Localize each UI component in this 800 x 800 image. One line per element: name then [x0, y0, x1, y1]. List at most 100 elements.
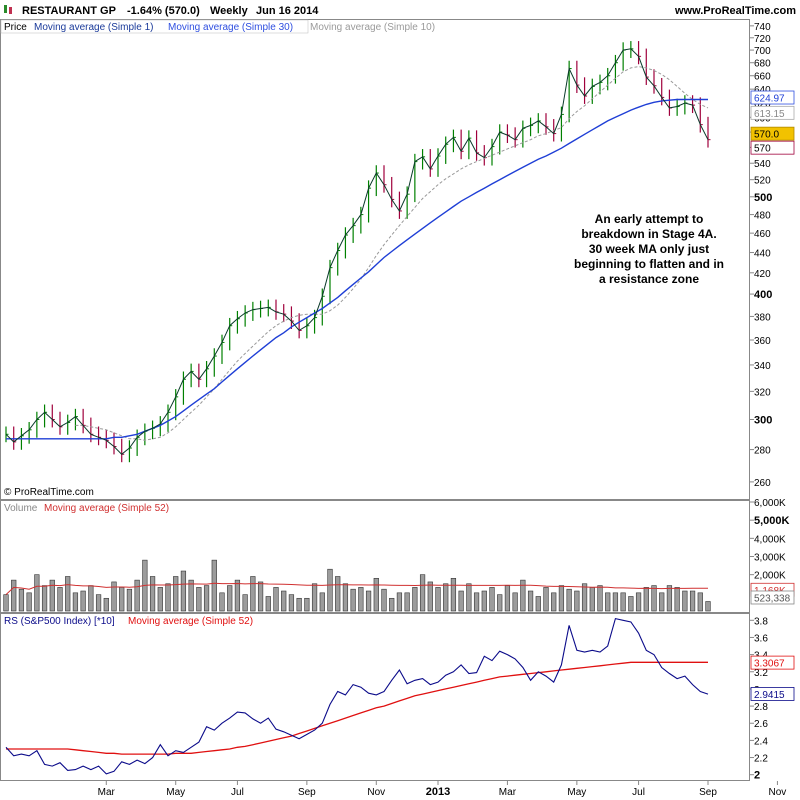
annotation-line-1: An early attempt to — [595, 212, 704, 226]
price-legend: Price Moving average (Simple 1) Moving a… — [0, 19, 435, 34]
volume-bar — [173, 576, 179, 612]
volume-bar — [458, 590, 464, 612]
price-tick-label: 300 — [754, 415, 772, 427]
volume-bar — [581, 583, 588, 612]
volume-bar — [481, 590, 487, 612]
volume-bar — [520, 579, 526, 612]
x-axis-label: May — [166, 787, 185, 798]
candle-icon-2 — [9, 7, 12, 14]
volume-bar — [473, 592, 480, 612]
volume-bar — [126, 588, 133, 612]
price-tick-label: 380 — [754, 312, 771, 323]
x-axis-label: Nov — [769, 787, 787, 798]
rs-panel-frame — [0, 613, 750, 781]
volume-bar — [165, 583, 171, 612]
volume-tick-label: 4,000K — [754, 534, 786, 545]
volume-bar — [88, 585, 94, 612]
volume-bar — [535, 596, 541, 612]
rs-line — [5, 617, 709, 775]
volume-bar — [682, 590, 688, 612]
price-tick-label: 360 — [754, 336, 771, 347]
rs-legend: RS (S&P500 Index) [*10] Moving average (… — [4, 616, 253, 627]
annotation-line-5: a resistance zone — [599, 272, 699, 286]
volume-bar — [551, 592, 557, 612]
volume-bar — [628, 596, 634, 612]
volume-bar — [659, 592, 665, 612]
volume-bar — [49, 579, 55, 612]
volume-bar — [412, 587, 418, 612]
volume-bar — [188, 579, 194, 612]
volume-bar — [705, 601, 711, 612]
volume-bar — [41, 585, 48, 612]
price-tick-label: 700 — [754, 46, 771, 57]
price-tick-label: 400 — [754, 289, 772, 301]
header-site: www.ProRealTime.com — [674, 5, 796, 17]
badge-rs-ma: 3.3067 — [754, 659, 785, 670]
volume-bar — [3, 594, 9, 612]
annotation-line-4: beginning to flatten and in — [574, 257, 724, 271]
price-tick-label: 480 — [754, 211, 771, 222]
volume-bar — [543, 587, 549, 612]
volume-bar — [242, 594, 248, 612]
volume-bar — [250, 576, 256, 612]
rs-tick-label: 2.8 — [754, 702, 768, 713]
legend-volume-ma: Moving average (Simple 52) — [44, 503, 169, 514]
volume-bar — [65, 576, 71, 612]
volume-bar — [335, 576, 341, 612]
header-symbol: RESTAURANT GP — [22, 5, 116, 17]
volume-bar — [180, 570, 187, 612]
annotation-line-2: breakdown in Stage 4A. — [581, 227, 716, 241]
volume-bar — [466, 583, 472, 612]
legend-rs: RS (S&P500 Index) [*10] — [4, 616, 115, 627]
rs-tick-label: 2.6 — [754, 719, 768, 730]
badge-ma30: 624.97 — [754, 94, 785, 105]
price-tick-label: 680 — [754, 59, 771, 70]
volume-bar — [211, 559, 217, 612]
panel-frames — [0, 19, 750, 781]
header-date: Jun 16 2014 — [256, 5, 319, 17]
volume-bar — [358, 587, 364, 612]
x-axis-label: Jul — [231, 787, 244, 798]
volume-bar — [57, 587, 63, 612]
chart-header: RESTAURANT GP -1.64% (570.0) Weekly Jun … — [4, 5, 796, 17]
volume-bar — [304, 597, 310, 612]
volume-bar — [450, 577, 457, 612]
price-tick-label: 520 — [754, 176, 771, 187]
volume-bar — [203, 585, 210, 612]
volume-bar — [620, 592, 626, 612]
rs-tick-label: 3.8 — [754, 616, 768, 627]
chart-annotation: An early attempt to breakdown in Stage 4… — [574, 212, 724, 286]
volume-bar — [527, 590, 534, 612]
volume-bar — [72, 592, 79, 612]
x-axis-label: Mar — [499, 787, 517, 798]
badge-rs-last-box — [750, 687, 795, 701]
badge-volume-last: 523,338 — [754, 593, 791, 604]
volume-bar — [134, 579, 140, 612]
volume-tick-label: 6,000K — [754, 498, 786, 509]
rs-tick-label: 3.6 — [754, 633, 768, 644]
x-axis-label: Sep — [699, 787, 717, 798]
legend-volume: Volume — [4, 503, 38, 514]
price-tick-label: 620 — [754, 99, 771, 110]
volume-bar — [566, 588, 572, 612]
annotation-line-3: 30 week MA only just — [589, 242, 709, 256]
volume-bar — [288, 594, 295, 612]
price-tick-label: 500 — [754, 192, 772, 204]
volume-bar — [80, 590, 86, 612]
ma1-line — [5, 48, 709, 455]
volume-bar — [311, 583, 318, 612]
volume-bar — [281, 590, 287, 612]
volume-bar — [119, 587, 125, 612]
badge-last: 570.0 — [754, 130, 779, 141]
legend-ma30: Moving average (Simple 30) — [168, 22, 293, 33]
price-tick-label: 280 — [754, 446, 771, 457]
volume-bar — [427, 581, 433, 612]
rs-tick-label: 3.2 — [754, 668, 768, 679]
price-tick-label: 420 — [754, 269, 771, 280]
volume-bar — [11, 579, 17, 612]
volume-bar — [103, 597, 109, 612]
copyright: © ProRealTime.com — [4, 487, 94, 498]
volume-bar — [342, 583, 349, 612]
x-axis-label: May — [567, 787, 586, 798]
